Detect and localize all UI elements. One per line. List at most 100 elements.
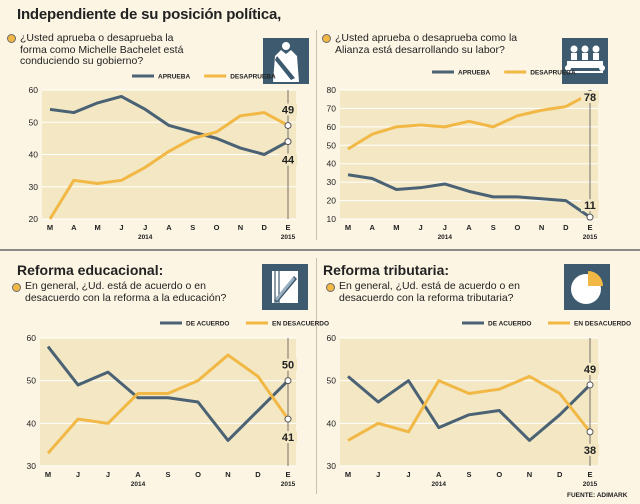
- end-value-label: 41: [282, 432, 294, 444]
- value-label-bg: [581, 91, 599, 103]
- x-tick-label: J: [443, 223, 447, 232]
- end-point: [284, 377, 292, 385]
- x-tick-label: E: [587, 223, 592, 232]
- x-tick-label: A: [135, 470, 141, 479]
- y-tick-label: 30: [327, 461, 337, 471]
- y-tick-label: 30: [27, 461, 37, 471]
- value-label-bg: [279, 153, 297, 166]
- x-tick-label: M: [94, 223, 100, 232]
- year-label: 2015: [583, 234, 598, 241]
- x-tick-label: A: [466, 223, 472, 232]
- end-value-label: 11: [584, 200, 596, 212]
- x-tick-label: J: [106, 470, 110, 479]
- plot-area: [340, 338, 598, 466]
- x-tick-label: S: [190, 223, 195, 232]
- x-tick-label: J: [143, 223, 147, 232]
- y-tick-label: 20: [29, 214, 39, 224]
- plot-area: [40, 338, 296, 466]
- y-tick-label: 60: [29, 85, 39, 95]
- y-tick-label: 40: [27, 418, 37, 428]
- series-line: [48, 111, 289, 220]
- y-tick-label: 70: [327, 103, 337, 113]
- x-tick-label: A: [436, 470, 442, 479]
- legend-label: EN DESACUERDO: [574, 321, 631, 328]
- y-tick-label: 60: [27, 333, 37, 343]
- y-tick-label: 20: [327, 196, 337, 206]
- x-tick-label: A: [166, 223, 172, 232]
- series-line: [49, 94, 289, 156]
- x-tick-label: J: [76, 470, 80, 479]
- year-label: 2014: [131, 481, 146, 488]
- legend-label: EN DESACUERDO: [272, 321, 329, 328]
- x-tick-label: N: [238, 223, 243, 232]
- x-tick-label: D: [255, 470, 261, 479]
- y-tick-label: 60: [327, 333, 337, 343]
- x-tick-label: J: [419, 223, 423, 232]
- x-tick-label: E: [285, 470, 290, 479]
- y-tick-label: 50: [327, 376, 337, 386]
- question-bullet: [322, 34, 331, 43]
- pie-chart-icon: [564, 264, 610, 310]
- y-tick-label: 30: [327, 177, 337, 187]
- legend-label: DESAPRUEBA: [230, 74, 276, 81]
- year-label: 2014: [432, 481, 447, 488]
- x-tick-label: J: [406, 470, 410, 479]
- x-tick-label: M: [47, 223, 53, 232]
- series-line: [347, 92, 591, 151]
- y-tick-label: 50: [29, 117, 39, 127]
- question-bachelet: ¿Usted aprueba o desaprueba la forma com…: [20, 32, 184, 67]
- president-sash-icon: [263, 38, 309, 84]
- x-tick-label: N: [225, 470, 230, 479]
- top-charts: 20 30 40 50 60 M A M J J A S O N D E 2014 2015 44 49 APRUEBA…: [29, 70, 599, 241]
- x-tick-label: J: [376, 470, 380, 479]
- x-tick-label: E: [587, 470, 592, 479]
- x-tick-label: M: [345, 470, 351, 479]
- end-value-label: 50: [282, 360, 294, 372]
- question-bullet: [7, 34, 16, 43]
- question-educacion: En general, ¿Ud. está de acuerdo o en de…: [25, 280, 227, 304]
- x-tick-label: M: [45, 470, 51, 479]
- x-tick-label: O: [514, 223, 520, 232]
- year-label: 2015: [281, 481, 296, 488]
- y-tick-label: 60: [327, 122, 337, 132]
- x-tick-label: A: [71, 223, 77, 232]
- x-tick-label: D: [557, 470, 563, 479]
- end-point: [586, 428, 594, 436]
- legend-label: APRUEBA: [458, 70, 490, 77]
- meeting-table-icon: [562, 38, 608, 84]
- section-title-tributaria: Reforma tributaria:: [323, 262, 450, 278]
- y-tick-label: 40: [327, 418, 337, 428]
- x-tick-label: O: [195, 470, 201, 479]
- y-tick-label: 40: [327, 159, 337, 169]
- end-point: [586, 381, 594, 389]
- value-label-bg: [279, 358, 297, 371]
- question-alianza: ¿Usted aprueba o desaprueba como la Alia…: [335, 32, 518, 56]
- plot-area: [340, 90, 598, 219]
- end-point: [284, 415, 292, 423]
- x-tick-label: D: [563, 223, 569, 232]
- question-bullet: [326, 283, 335, 292]
- question-bullet: [12, 283, 21, 292]
- x-tick-label: S: [466, 470, 471, 479]
- end-point: [284, 138, 292, 146]
- end-point: [284, 121, 292, 129]
- year-label: 2014: [138, 234, 153, 241]
- year-label: 2015: [281, 234, 296, 241]
- series-line: [46, 353, 290, 455]
- x-tick-label: M: [345, 223, 351, 232]
- x-tick-label: O: [214, 223, 220, 232]
- series-line: [46, 345, 290, 442]
- end-point: [586, 213, 594, 221]
- end-value-label: 49: [282, 104, 294, 116]
- y-tick-label: 30: [29, 182, 39, 192]
- end-value-label: 78: [584, 92, 596, 104]
- column-divider: [316, 258, 317, 494]
- series-line: [347, 375, 592, 442]
- value-label-bg: [279, 431, 297, 444]
- x-tick-label: A: [369, 223, 375, 232]
- column-divider: [316, 30, 317, 240]
- value-label-bg: [581, 443, 599, 456]
- value-label-bg: [581, 362, 599, 375]
- page-title: Independiente de su posición política,: [17, 6, 282, 23]
